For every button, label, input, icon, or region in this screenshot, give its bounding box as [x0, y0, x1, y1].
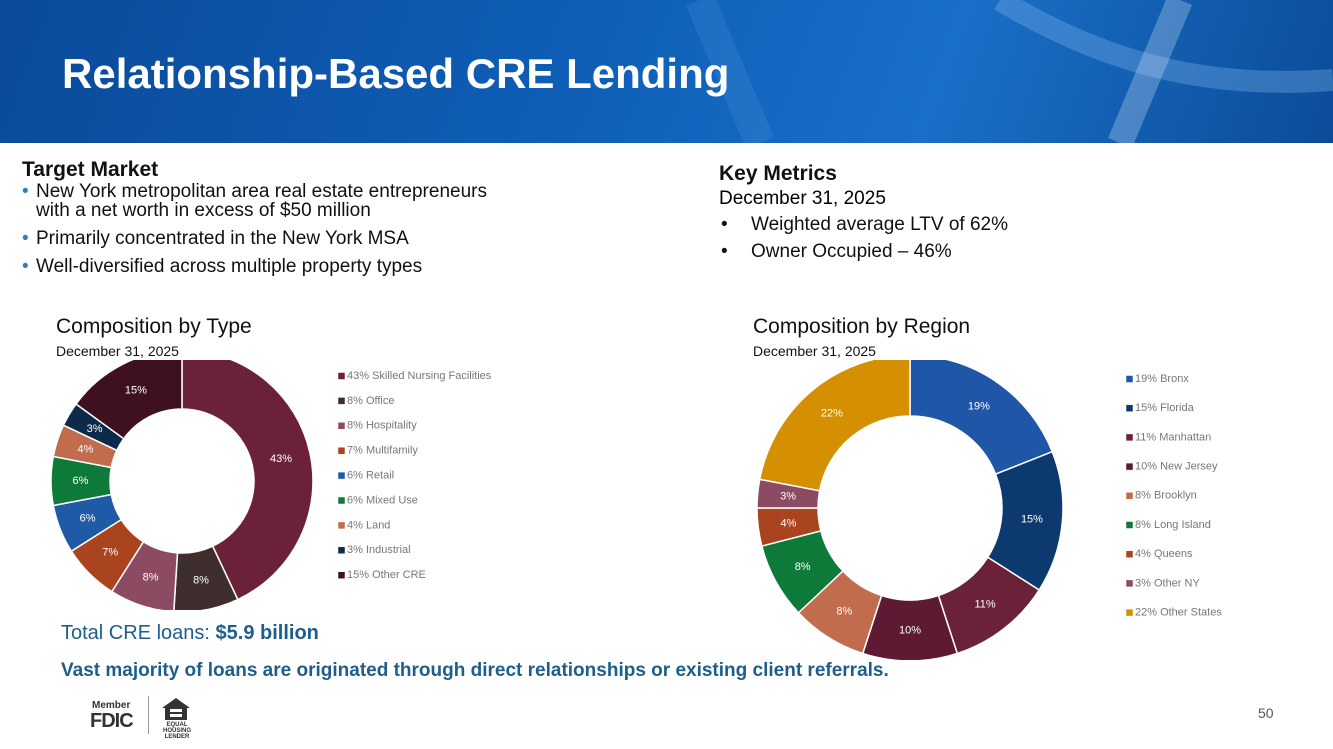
data-label: 8% [836, 605, 852, 617]
legend-label: 6% Retail [347, 470, 394, 482]
slice [758, 360, 911, 492]
legend-swatch [1125, 579, 1134, 588]
fdic-logo: FDIC [90, 710, 134, 732]
legend-label: 43% Skilled Nursing Facilities [347, 370, 492, 382]
legend-swatch [337, 496, 346, 505]
metrics-date: December 31, 2025 [719, 188, 886, 209]
metrics-heading: Key Metrics [719, 162, 837, 185]
data-label: 11% [974, 599, 995, 611]
legend-label: 8% Office [347, 395, 395, 407]
legend-swatch [337, 571, 346, 579]
bullet: New York metropolitan area real estate e… [22, 182, 502, 220]
legend-swatch [337, 546, 346, 555]
data-label: 15% [125, 384, 147, 396]
total-value: $5.9 billion [215, 622, 319, 644]
legend-swatch [337, 372, 346, 380]
page-number: 50 [1258, 705, 1274, 721]
data-label: 8% [193, 575, 209, 587]
legend-swatch [1125, 608, 1134, 617]
legend-label: 15% Florida [1135, 402, 1195, 414]
total-label: Total CRE loans: [61, 622, 216, 644]
slice [909, 360, 1054, 476]
legend-label: 8% Brooklyn [1135, 490, 1197, 502]
legend-label: 3% Industrial [347, 544, 411, 556]
divider [148, 696, 149, 734]
legend-label: 7% Multifamily [347, 445, 418, 457]
legend-swatch [337, 422, 346, 430]
chart: 19% 19% Bronx 15% 15% Florida 11% 11% Manhatt… [756, 360, 1222, 660]
data-label: 7% [102, 547, 118, 559]
legend-label: 4% Queens [1135, 548, 1193, 560]
legend-label: 11% Manhattan [1135, 431, 1211, 443]
target-bullets: New York metropolitan area real estate e… [22, 182, 502, 285]
data-label: 19% [968, 401, 990, 413]
legend-swatch [1125, 404, 1134, 412]
banner: Relationship-Based CRE Lending [0, 0, 1333, 143]
metrics-bullets: Weighted average LTV of 62% Owner Occupi… [719, 211, 1008, 265]
legend-label: 8% Hospitality [347, 420, 417, 432]
banner-decor [686, 0, 1333, 143]
bullet: Primarily concentrated in the New York M… [22, 229, 502, 248]
legend-label: 19% Bronx [1135, 373, 1189, 385]
legend-swatch [1125, 521, 1134, 529]
legend-swatch [337, 397, 346, 405]
data-label: 3% [87, 423, 103, 435]
data-label: 3% [780, 490, 796, 502]
legend-label: 8% Long Island [1135, 519, 1211, 531]
legend-label: 10% New Jersey [1135, 461, 1218, 473]
chart-subtitle: December 31, 2025 [753, 343, 876, 359]
data-label: 22% [821, 408, 843, 420]
slice [181, 360, 314, 601]
data-label: 4% [781, 517, 797, 529]
bullet: Owner Occupied – 46% [719, 238, 1008, 265]
slide-title: Relationship-Based CRE Lending [62, 50, 730, 97]
legend-swatch [337, 446, 346, 455]
data-label: 6% [80, 512, 96, 524]
total: Total CRE loans: $5.9 billion [61, 622, 319, 645]
legend-swatch [1125, 462, 1134, 471]
legend-label: 15% Other CRE [347, 569, 426, 581]
legend-swatch [337, 521, 346, 530]
chart-subtitle: December 31, 2025 [56, 343, 179, 359]
data-label: 8% [143, 571, 159, 583]
housing-icon [162, 698, 190, 720]
legend-swatch [1125, 550, 1134, 558]
bullet: Well-diversified across multiple propert… [22, 257, 502, 276]
data-label: 4% [78, 444, 94, 456]
legend-swatch [1125, 375, 1134, 383]
chart: 43% 43% Skilled Nursing Facilities 8% 8% Of… [50, 360, 492, 610]
housing-label: EQUAL HOUSING LENDER [162, 722, 191, 740]
chart-title: Composition by Region [753, 315, 971, 338]
slice [74, 360, 183, 440]
target-heading: Target Market [22, 158, 159, 181]
fdic-member: Member [92, 700, 131, 711]
bullet: Weighted average LTV of 62% [719, 211, 1008, 238]
legend-swatch [1125, 492, 1134, 500]
data-label: 15% [1021, 513, 1043, 525]
legend-swatch [337, 471, 346, 480]
data-label: 8% [795, 561, 811, 573]
legend-label: 6% Mixed Use [347, 494, 418, 506]
data-label: 6% [73, 475, 89, 487]
legend-label: 4% Land [347, 519, 390, 531]
data-label: 10% [899, 624, 921, 636]
legend-label: 22% Other States [1135, 607, 1222, 619]
note: Vast majority of loans are originated th… [61, 660, 889, 681]
legend-label: 3% Other NY [1135, 577, 1200, 589]
legend-swatch [1125, 433, 1134, 442]
chart-title: Composition by Type [56, 315, 252, 338]
data-label: 43% [270, 453, 292, 465]
